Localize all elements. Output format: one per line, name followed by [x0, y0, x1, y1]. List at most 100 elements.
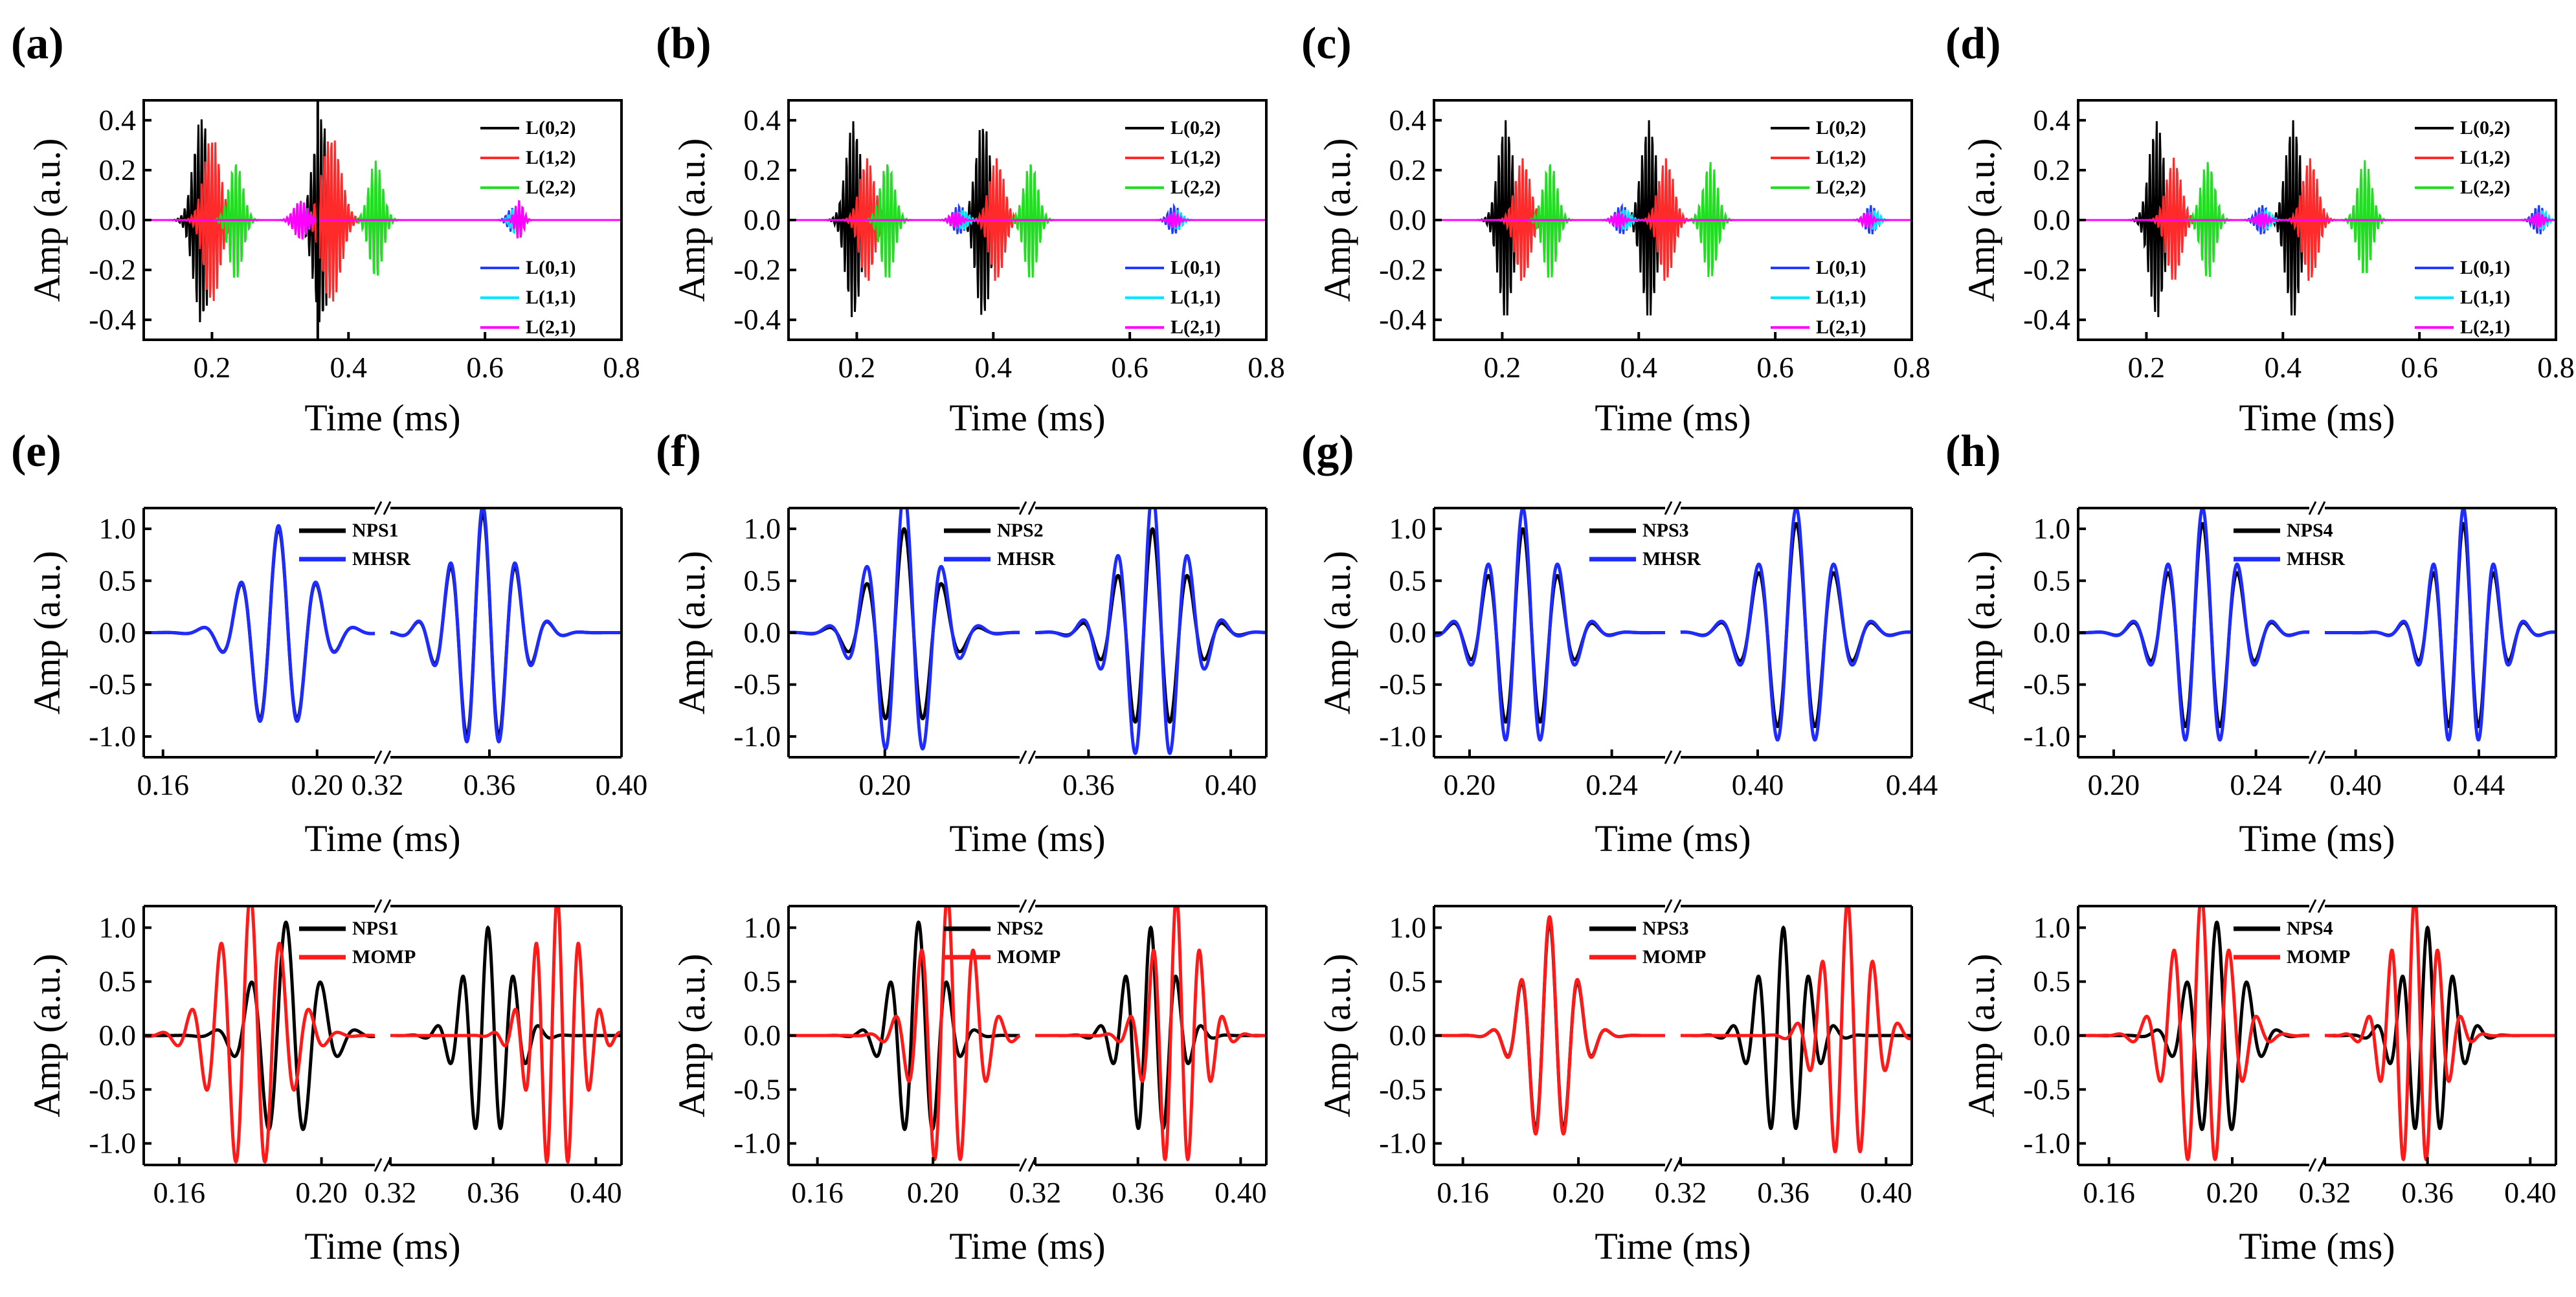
- xtick-label: 0.36: [1112, 1176, 1164, 1209]
- series-b-l21-seg0: [789, 210, 1266, 229]
- xtick-label: 0.2: [838, 351, 876, 384]
- panel-label-a: (a): [11, 19, 64, 69]
- ytick-label: 0.5: [2033, 564, 2071, 597]
- legend-entry-l02: L(0,2): [1771, 117, 1866, 139]
- ytick-label: 0.2: [2033, 153, 2071, 186]
- legend-entry-nps1: NPS1: [299, 520, 399, 541]
- series-e2-momp-seg1: [390, 906, 622, 1165]
- legend-label: MHSR: [1642, 548, 1701, 570]
- x-axis-title: Time (ms): [304, 817, 460, 859]
- xtick-label: 0.6: [2401, 351, 2438, 384]
- legend-entry-momp: MOMP: [2234, 946, 2350, 968]
- xtick-label: 0.16: [137, 768, 190, 801]
- axis-break-mark-f2-1: [1018, 1158, 1036, 1172]
- xtick-label: 0.16: [2083, 1176, 2135, 1209]
- legend-entry-l02: L(0,2): [2415, 117, 2511, 139]
- xtick-label: 0.36: [1062, 768, 1115, 801]
- xtick-label: 0.36: [2401, 1176, 2454, 1209]
- panel-label-f1: (f): [656, 427, 701, 476]
- ytick-label: 0.4: [2033, 104, 2071, 137]
- y-axis-title: Amp (a.u.): [26, 551, 68, 715]
- panel-a: (a) -0.4 -0.2 0.0 0.2 0.4 0.2 0.4 0.6 0.8 Time (ms…: [11, 19, 640, 439]
- curves-e2: [144, 906, 622, 1165]
- series-f1-nps2-seg1: [1035, 527, 1266, 724]
- x-axis-title: Time (ms): [949, 817, 1105, 859]
- legend-label: L(0,2): [526, 117, 576, 139]
- legend-entry-nps4: NPS4: [2234, 520, 2333, 541]
- ytick-label: 0.0: [1389, 203, 1427, 236]
- ytick-label: 1.0: [2033, 512, 2071, 545]
- legend-entry-l22: L(2,2): [1125, 177, 1221, 198]
- panel-label-c: (c): [1301, 19, 1352, 69]
- legend-label: NPS2: [997, 918, 1044, 939]
- series-h2-momp-seg1: [2325, 906, 2556, 1162]
- legend-entry-l12: L(1,2): [1771, 147, 1866, 168]
- frame-f1: [787, 507, 1268, 759]
- legend-label: L(2,2): [1170, 177, 1221, 198]
- ytick-label: 0.4: [99, 104, 137, 137]
- ytick-label: -0.4: [734, 303, 781, 336]
- xtick-label: 0.44: [2453, 768, 2505, 801]
- legend-label: MHSR: [2287, 548, 2345, 570]
- ytick-label: 1.0: [1389, 911, 1427, 944]
- ytick-label: -0.5: [734, 1072, 781, 1105]
- legend-entry-l12: L(1,2): [1125, 147, 1221, 168]
- ytick-label: 0.2: [1389, 153, 1427, 186]
- ytick-label: -1.0: [734, 1127, 781, 1160]
- axis-break-mark-e1-0: [374, 501, 392, 515]
- legend-entry-l21: L(2,1): [2415, 316, 2511, 338]
- ytick-label: -0.2: [1379, 253, 1426, 286]
- legend-label: NPS3: [1642, 918, 1689, 939]
- panel-label-d: (d): [1945, 19, 2001, 69]
- y-axis-title: Amp (a.u.): [1316, 551, 1358, 715]
- ytick-label: 0.0: [2033, 1019, 2071, 1052]
- ytick-label: 0.0: [99, 616, 137, 649]
- y-axis-title: Amp (a.u.): [1316, 139, 1358, 302]
- legend-label: NPS2: [997, 520, 1044, 541]
- axis-break-mark-h2-0: [2308, 899, 2326, 913]
- ytick-label: 0.5: [744, 965, 781, 998]
- legend-entry-l01: L(0,1): [2415, 257, 2511, 278]
- series-f2-momp-seg0: [789, 906, 1021, 1162]
- ytick-label: 0.5: [2033, 965, 2071, 998]
- axis-break-mark-h2-1: [2308, 1158, 2326, 1172]
- ytick-label: 0.0: [99, 1019, 137, 1052]
- series-f2-nps2-seg0: [789, 920, 1020, 1131]
- legend-label: L(0,1): [1816, 257, 1866, 278]
- legend-label: L(1,1): [1170, 287, 1221, 308]
- series-a-l21-seg0: [144, 200, 622, 239]
- legend-entry-l01: L(0,1): [480, 257, 576, 278]
- xtick-label: 0.20: [859, 768, 912, 801]
- ytick-label: 0.0: [744, 1019, 781, 1052]
- axis-break-mark-f1-1: [1018, 750, 1036, 764]
- legend-label: NPS3: [1642, 520, 1689, 541]
- legend-label: L(2,1): [2460, 316, 2511, 338]
- legend-entry-momp: MOMP: [299, 946, 416, 968]
- curves-f1: [789, 508, 1266, 755]
- legend-label: MOMP: [352, 946, 416, 968]
- ytick-label: 0.0: [99, 203, 137, 236]
- curves-a: [144, 119, 622, 322]
- ytick-label: 0.0: [1389, 1019, 1427, 1052]
- panel-g1: (g) -1.0 -0.5 0.0 0.5 1.0 0.20 0.24 0.40 0.44 Time…: [1301, 427, 1938, 859]
- legend-label: L(1,2): [1816, 147, 1866, 168]
- panel-label-h1: (h): [1945, 427, 2001, 476]
- ytick-label: -0.2: [89, 253, 136, 286]
- ytick-label: 0.5: [1389, 965, 1427, 998]
- xtick-label-extra: 0.32: [352, 768, 404, 801]
- ytick-label: -1.0: [89, 720, 136, 753]
- series-d-l21-seg0: [2078, 212, 2556, 231]
- ytick-label: 0.5: [1389, 564, 1427, 597]
- legend-label: MOMP: [2287, 946, 2350, 968]
- legend-entry-mhsr: MHSR: [299, 548, 410, 570]
- ytick-label: 0.2: [99, 153, 137, 186]
- xtick-label: 0.20: [2206, 1176, 2259, 1209]
- legend-entry-l11: L(1,1): [480, 287, 576, 308]
- xtick-label: 0.40: [570, 1176, 622, 1209]
- legend-entry-l12: L(1,2): [480, 147, 576, 168]
- xtick-label: 0.16: [1437, 1176, 1489, 1209]
- xtick-label: 0.2: [1484, 351, 1521, 384]
- series-g2-momp-seg1: [1681, 906, 1912, 1153]
- panel-f2: -1.0 -0.5 0.0 0.5 1.0 0.16 0.20 0.32 0.36 0.40 Tim…: [671, 899, 1268, 1267]
- ytick-label: 1.0: [744, 911, 781, 944]
